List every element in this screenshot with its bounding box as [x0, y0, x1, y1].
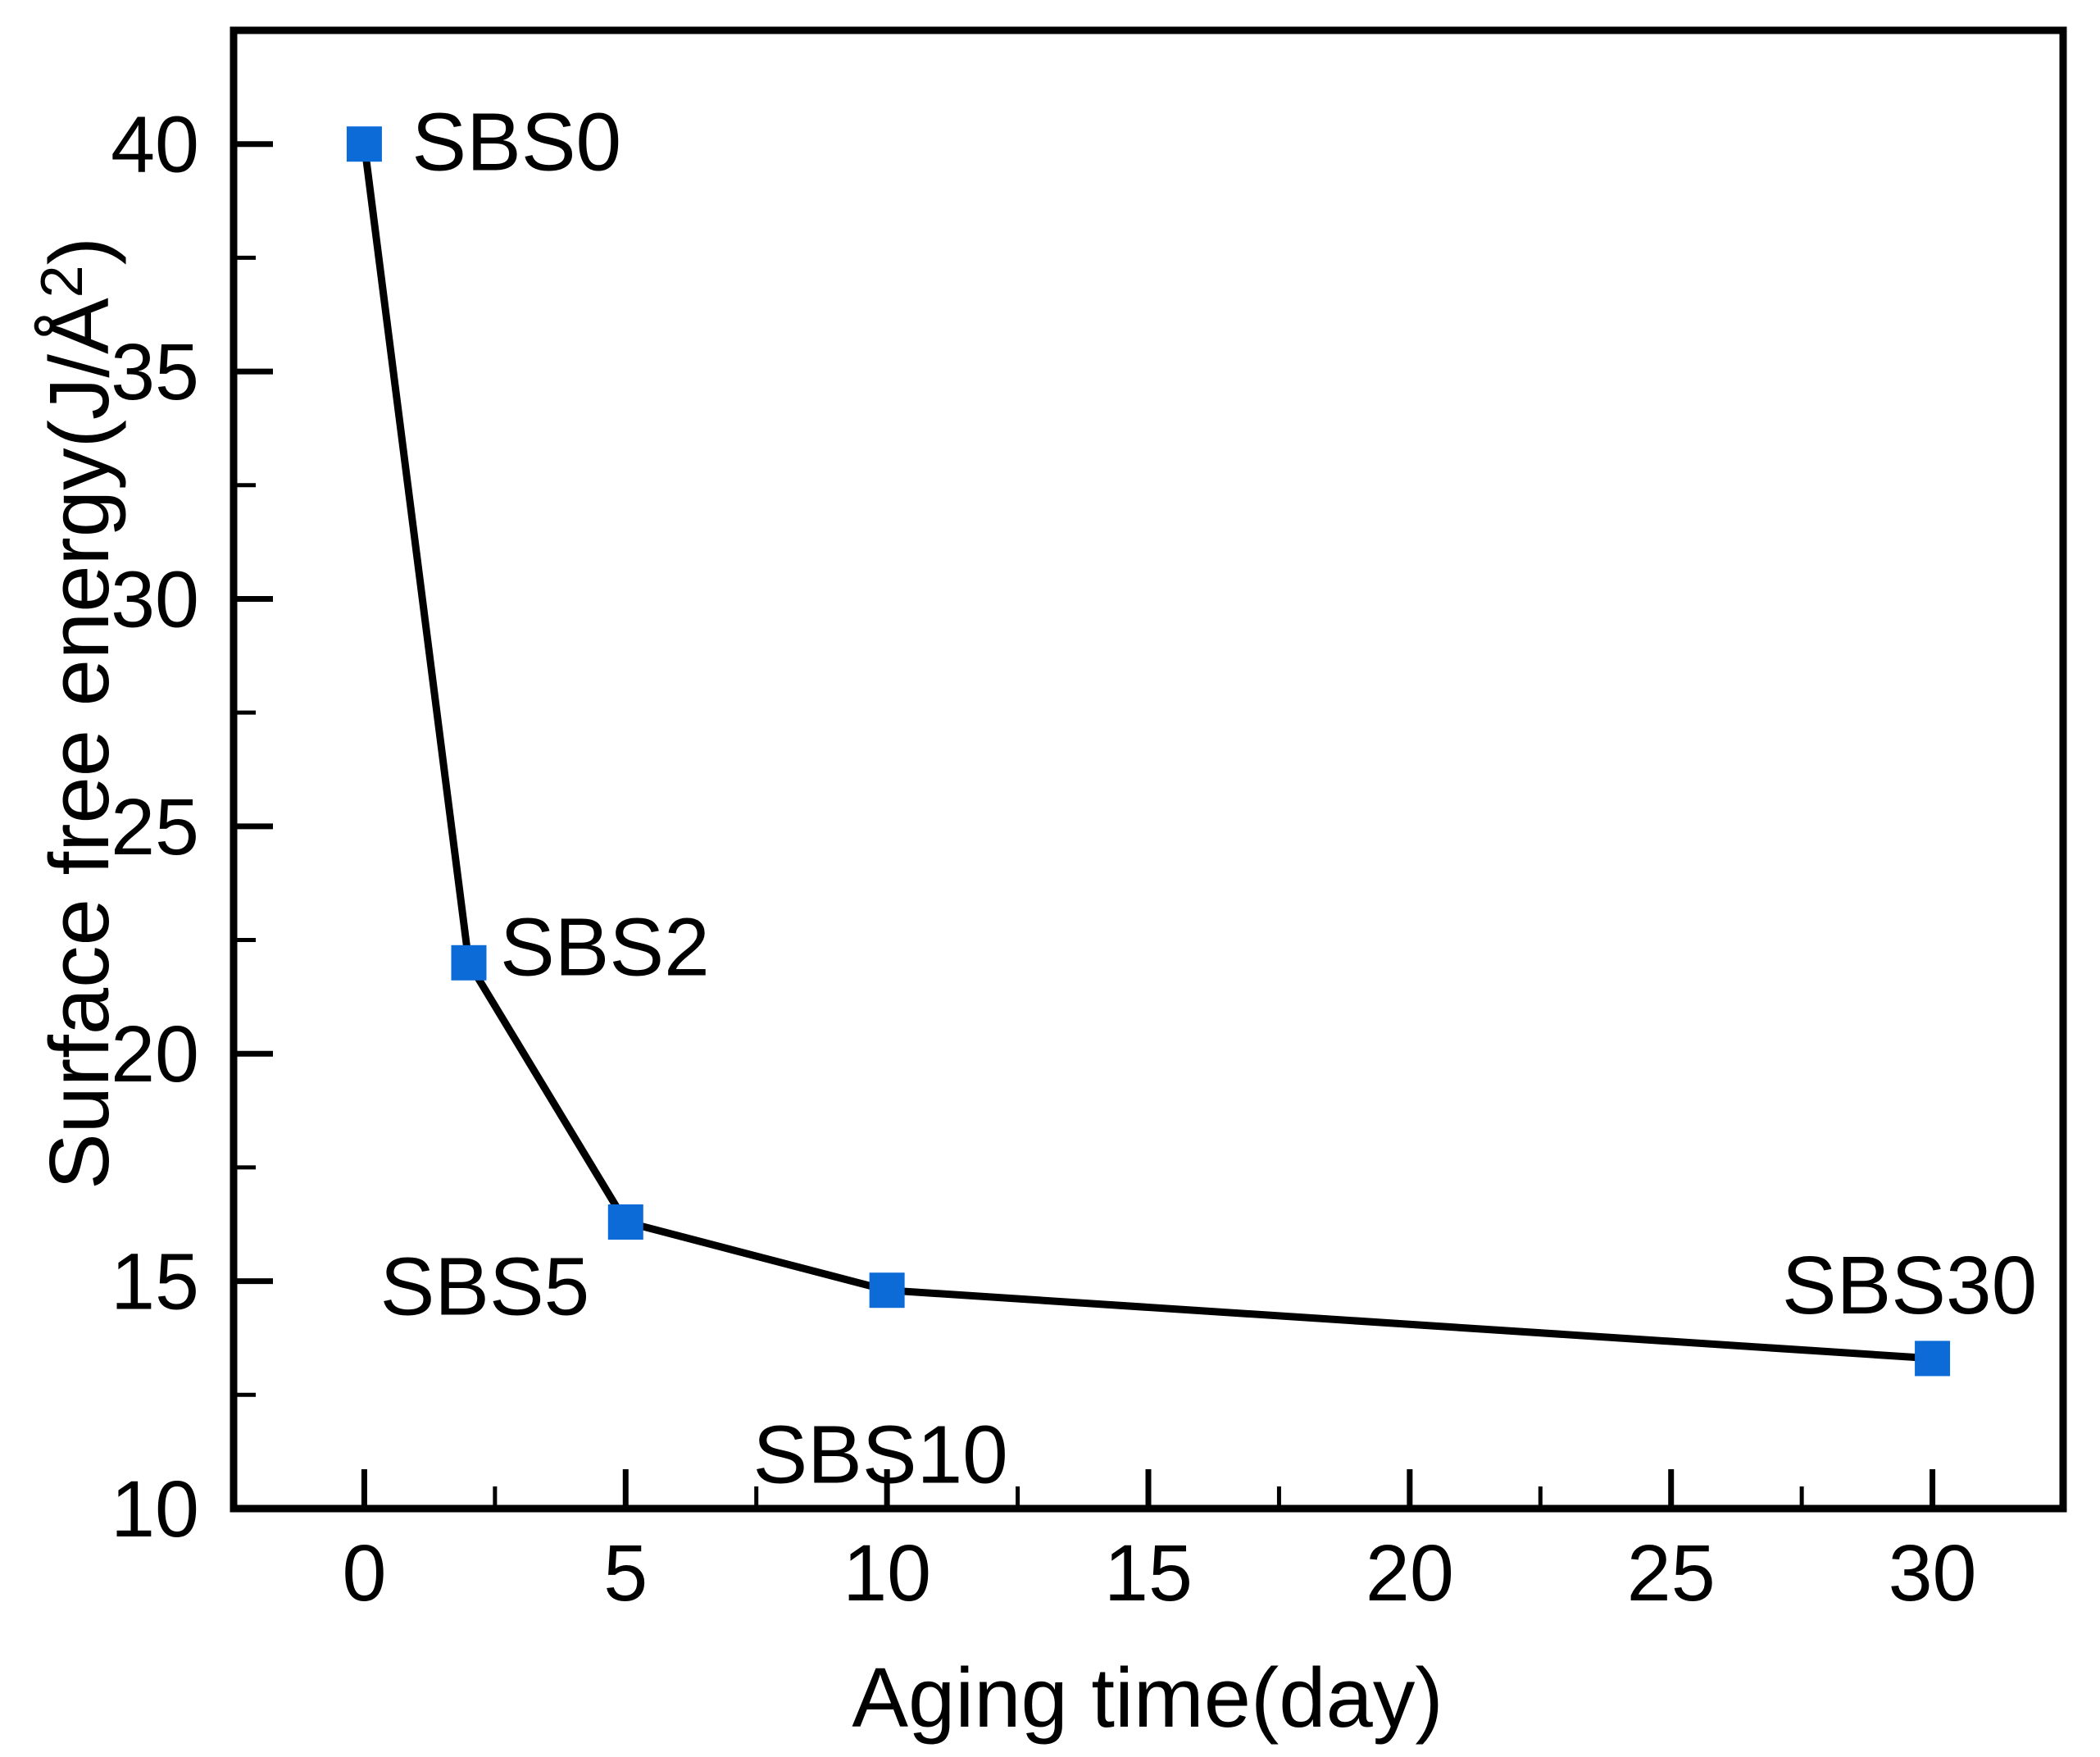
x-tick-label-15: 15 — [1104, 1528, 1193, 1618]
y-axis-tick-labels: 10 15 20 25 30 35 40 — [111, 100, 199, 1554]
data-point-sbs0 — [346, 126, 382, 162]
data-series — [346, 126, 1951, 1377]
data-point-sbs5 — [607, 1204, 643, 1240]
data-point-sbs30 — [1915, 1341, 1951, 1377]
y-tick-label-25: 25 — [111, 782, 199, 872]
x-axis-tick-labels: 0 5 10 15 20 25 30 — [342, 1528, 1976, 1618]
point-labels: SBS0 SBS2 SBS5 SBS10 SBS30 — [380, 97, 2038, 1501]
x-tick-label-5: 5 — [603, 1528, 648, 1618]
x-tick-label-20: 20 — [1366, 1528, 1454, 1618]
point-label-sbs5: SBS5 — [380, 1240, 590, 1332]
x-tick-label-30: 30 — [1889, 1528, 1977, 1618]
y-tick-label-15: 15 — [111, 1237, 199, 1327]
point-label-sbs10: SBS10 — [752, 1409, 1007, 1501]
y-tick-label-10: 10 — [111, 1464, 199, 1554]
x-tick-label-25: 25 — [1627, 1528, 1716, 1618]
y-axis-title: Surface free energy(J/Å2) — [30, 237, 126, 1190]
y-tick-label-35: 35 — [111, 327, 199, 416]
data-point-sbs10 — [869, 1272, 905, 1309]
series-line — [360, 143, 1933, 1363]
y-tick-label-40: 40 — [111, 100, 199, 189]
point-label-sbs30: SBS30 — [1782, 1240, 2037, 1331]
x-axis-title: Aging time(day) — [852, 1650, 1443, 1745]
y-tick-label-30: 30 — [111, 554, 199, 644]
x-tick-label-0: 0 — [342, 1528, 386, 1618]
x-tick-label-10: 10 — [843, 1528, 931, 1618]
y-tick-label-20: 20 — [111, 1009, 199, 1099]
point-label-sbs2: SBS2 — [500, 901, 710, 993]
point-label-sbs0: SBS0 — [411, 97, 621, 189]
x-axis-ticks — [361, 1469, 1936, 1509]
data-point-sbs2 — [451, 945, 487, 981]
y-axis-ticks — [234, 141, 273, 1512]
